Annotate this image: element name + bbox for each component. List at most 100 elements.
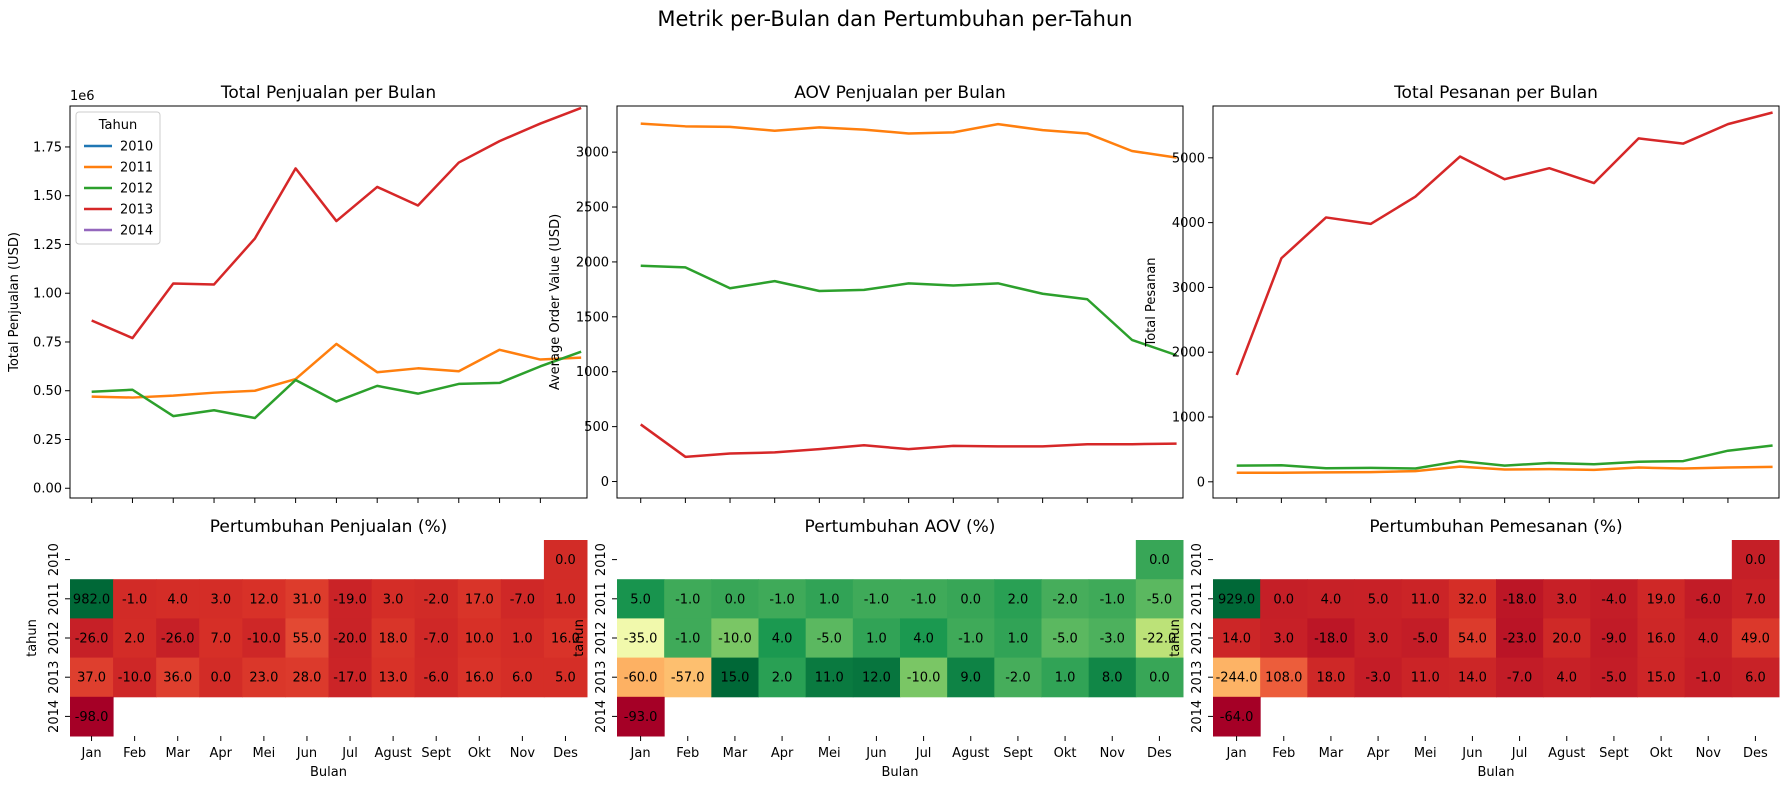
heatmap-cell-label: 55.0 (292, 632, 321, 647)
heatmap-cell (852, 579, 901, 619)
heatmap-cell-label: 11.0 (1411, 592, 1440, 607)
heatmap-cell-label: -93.0 (624, 710, 658, 725)
chart-title: Total Penjualan per Bulan (220, 83, 436, 103)
heatmap-cell-label: 0.0 (1149, 553, 1170, 568)
y-tick-label: 0.00 (33, 482, 62, 497)
heatmap-cell (543, 657, 588, 698)
heatmap-cell-label: -3.0 (1100, 632, 1125, 647)
heatmap-cell (1543, 579, 1591, 619)
heatmap-cell (371, 657, 416, 698)
heatmap-x-tick-label: Nov (510, 746, 536, 761)
heatmap-cell (414, 657, 459, 698)
heatmap-cell (1637, 579, 1686, 619)
heatmap-cell-label: 4.0 (1556, 671, 1577, 686)
heatmap-cell (711, 618, 759, 659)
heatmap-cell (1307, 618, 1355, 659)
heatmap-cell-label: 7.0 (1745, 592, 1766, 607)
heatmap-cell (1307, 657, 1355, 698)
heatmap-cell-label: 17.0 (465, 592, 494, 607)
heatmap-cell-label: -6.0 (424, 671, 449, 686)
heatmap-cell-label: 108.0 (1265, 671, 1302, 686)
heatmap-cell (994, 579, 1042, 619)
heatmap-cell (371, 618, 416, 659)
heatmap-y-axis-label: tahun (25, 619, 40, 657)
heatmap-x-tick-label: Agust (1548, 746, 1585, 761)
heatmap-cell-label: -1.0 (675, 632, 700, 647)
legend-title: Tahun (98, 118, 137, 133)
heatmap-cell (664, 657, 712, 698)
heatmap-x-tick-label: Des (553, 746, 578, 761)
heatmap-x-tick-label: Nov (1100, 746, 1126, 761)
heatmap-cell (1401, 579, 1450, 619)
heatmap-cell (414, 579, 459, 619)
heatmap-cell-label: 12.0 (249, 592, 278, 607)
heatmap-cell-label: 1.0 (1008, 632, 1029, 647)
y-tick-label: 1500 (576, 310, 609, 325)
heatmap-y-tick-label: 2013 (594, 661, 609, 694)
heatmap-cell (852, 657, 901, 698)
heatmap-cell (664, 579, 712, 619)
heatmap-cell (70, 696, 114, 737)
legend-label-2014: 2014 (120, 224, 153, 239)
heatmap-cell-label: 1.0 (866, 632, 887, 647)
heatmap-cell (947, 657, 995, 698)
heatmap-cell (900, 579, 948, 619)
heatmap-cell (1590, 657, 1638, 698)
heatmap-cell-label: -7.0 (1507, 671, 1532, 686)
heatmap-cell-label: 19.0 (1647, 592, 1676, 607)
y-tick-label: 0.25 (33, 433, 62, 448)
heatmap-cell (285, 618, 329, 659)
heatmap-cell (994, 657, 1042, 698)
heatmap-cell-label: 8.0 (1102, 671, 1123, 686)
heatmap-x-tick-label: Okt (468, 746, 491, 761)
heatmap-cell (617, 696, 665, 737)
heatmap-cell (1496, 657, 1544, 698)
heatmap-x-tick-label: Sept (421, 746, 451, 761)
chart-title: Total Pesanan per Bulan (1393, 83, 1598, 103)
heatmap-cell-label: 3.0 (210, 592, 231, 607)
y-tick-label: 1000 (1172, 411, 1205, 426)
heatmap-cell (900, 618, 948, 659)
heatmap-cell-label: 14.0 (1458, 671, 1487, 686)
heatmap-cell-label: 0.0 (1745, 553, 1766, 568)
heatmap-cell (1260, 657, 1308, 698)
heatmap-cell (543, 540, 588, 580)
heatmap-cell-label: 2.0 (1008, 592, 1029, 607)
heatmap-cell-label: -23.0 (1503, 632, 1537, 647)
heatmap-cell-label: -98.0 (75, 710, 109, 725)
heatmap-x-tick-label: Okt (1054, 746, 1077, 761)
heatmap-cell-label: 4.0 (1321, 592, 1342, 607)
heatmap-x-tick-label: Des (1743, 746, 1768, 761)
heatmap-cell-label: 9.0 (960, 671, 981, 686)
heatmap-cell (711, 657, 759, 698)
heatmap-x-tick-label: Sept (1599, 746, 1629, 761)
heatmap-cell-label: 28.0 (292, 671, 321, 686)
heatmap-cell (457, 618, 502, 659)
heatmap-cell (994, 618, 1042, 659)
heatmap-cell (1260, 579, 1308, 619)
plot-frame (1212, 105, 1780, 499)
heatmap-cell (617, 657, 665, 698)
heatmap-cell (1354, 657, 1403, 698)
heatmap-cell-label: 18.0 (379, 632, 408, 647)
heatmap-cell-label: 1.0 (1055, 671, 1076, 686)
heatmap-cell-label: 982.0 (73, 592, 110, 607)
heatmap-cell (1135, 657, 1184, 698)
heatmap-cell (805, 657, 854, 698)
heatmap-cell (1041, 579, 1090, 619)
heatmap-cell (199, 579, 243, 619)
heatmap-cell (1041, 618, 1090, 659)
offset-text: 1e6 (70, 89, 95, 104)
heatmap-x-tick-label: Agust (374, 746, 411, 761)
y-tick-label: 3000 (576, 146, 609, 161)
heatmap-cell (947, 579, 995, 619)
heatmap-cell-label: 0.0 (1149, 671, 1170, 686)
y-tick-label: 3000 (1172, 281, 1205, 296)
heatmap-cell (758, 657, 807, 698)
heatmap-x-tick-label: Feb (123, 746, 146, 761)
heatmap-cell-label: -64.0 (1220, 710, 1254, 725)
heatmap-cell (1088, 657, 1137, 698)
heatmap-cell (1448, 579, 1497, 619)
y-tick-label: 1.50 (33, 189, 62, 204)
